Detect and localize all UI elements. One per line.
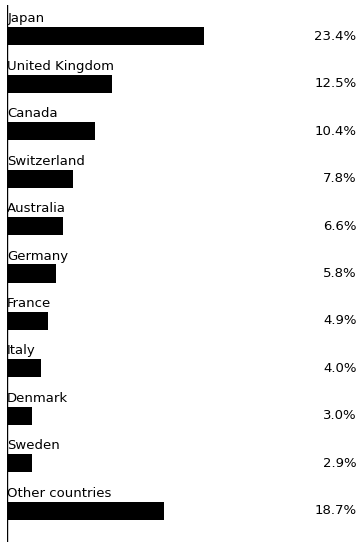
Bar (7, 27, 204, 45)
Bar (7, 502, 164, 520)
Text: Japan: Japan (7, 13, 44, 25)
Text: 4.0%: 4.0% (323, 362, 356, 375)
Text: 18.7%: 18.7% (314, 504, 356, 517)
Text: Switzerland: Switzerland (7, 155, 85, 168)
Text: Canada: Canada (7, 107, 58, 120)
Text: France: France (7, 297, 51, 310)
Text: Italy: Italy (7, 345, 36, 358)
Text: 23.4%: 23.4% (314, 30, 356, 43)
Text: 5.8%: 5.8% (323, 267, 356, 280)
Bar (7, 407, 32, 425)
Text: 4.9%: 4.9% (323, 315, 356, 328)
Text: Denmark: Denmark (7, 392, 68, 405)
Text: Germany: Germany (7, 249, 68, 263)
Text: 7.8%: 7.8% (323, 172, 356, 185)
Bar (7, 312, 48, 330)
Bar (7, 454, 32, 472)
Bar (7, 265, 56, 282)
Text: 2.9%: 2.9% (323, 457, 356, 470)
Bar (7, 75, 112, 93)
Text: Other countries: Other countries (7, 487, 112, 500)
Text: 10.4%: 10.4% (314, 125, 356, 138)
Text: United Kingdom: United Kingdom (7, 60, 114, 73)
Bar (7, 359, 41, 377)
Text: Sweden: Sweden (7, 439, 60, 452)
Text: Australia: Australia (7, 202, 66, 215)
Bar (7, 122, 95, 140)
Bar (7, 217, 63, 235)
Text: 3.0%: 3.0% (323, 409, 356, 422)
Bar (7, 170, 73, 188)
Text: 12.5%: 12.5% (314, 77, 356, 90)
Text: 6.6%: 6.6% (323, 219, 356, 232)
